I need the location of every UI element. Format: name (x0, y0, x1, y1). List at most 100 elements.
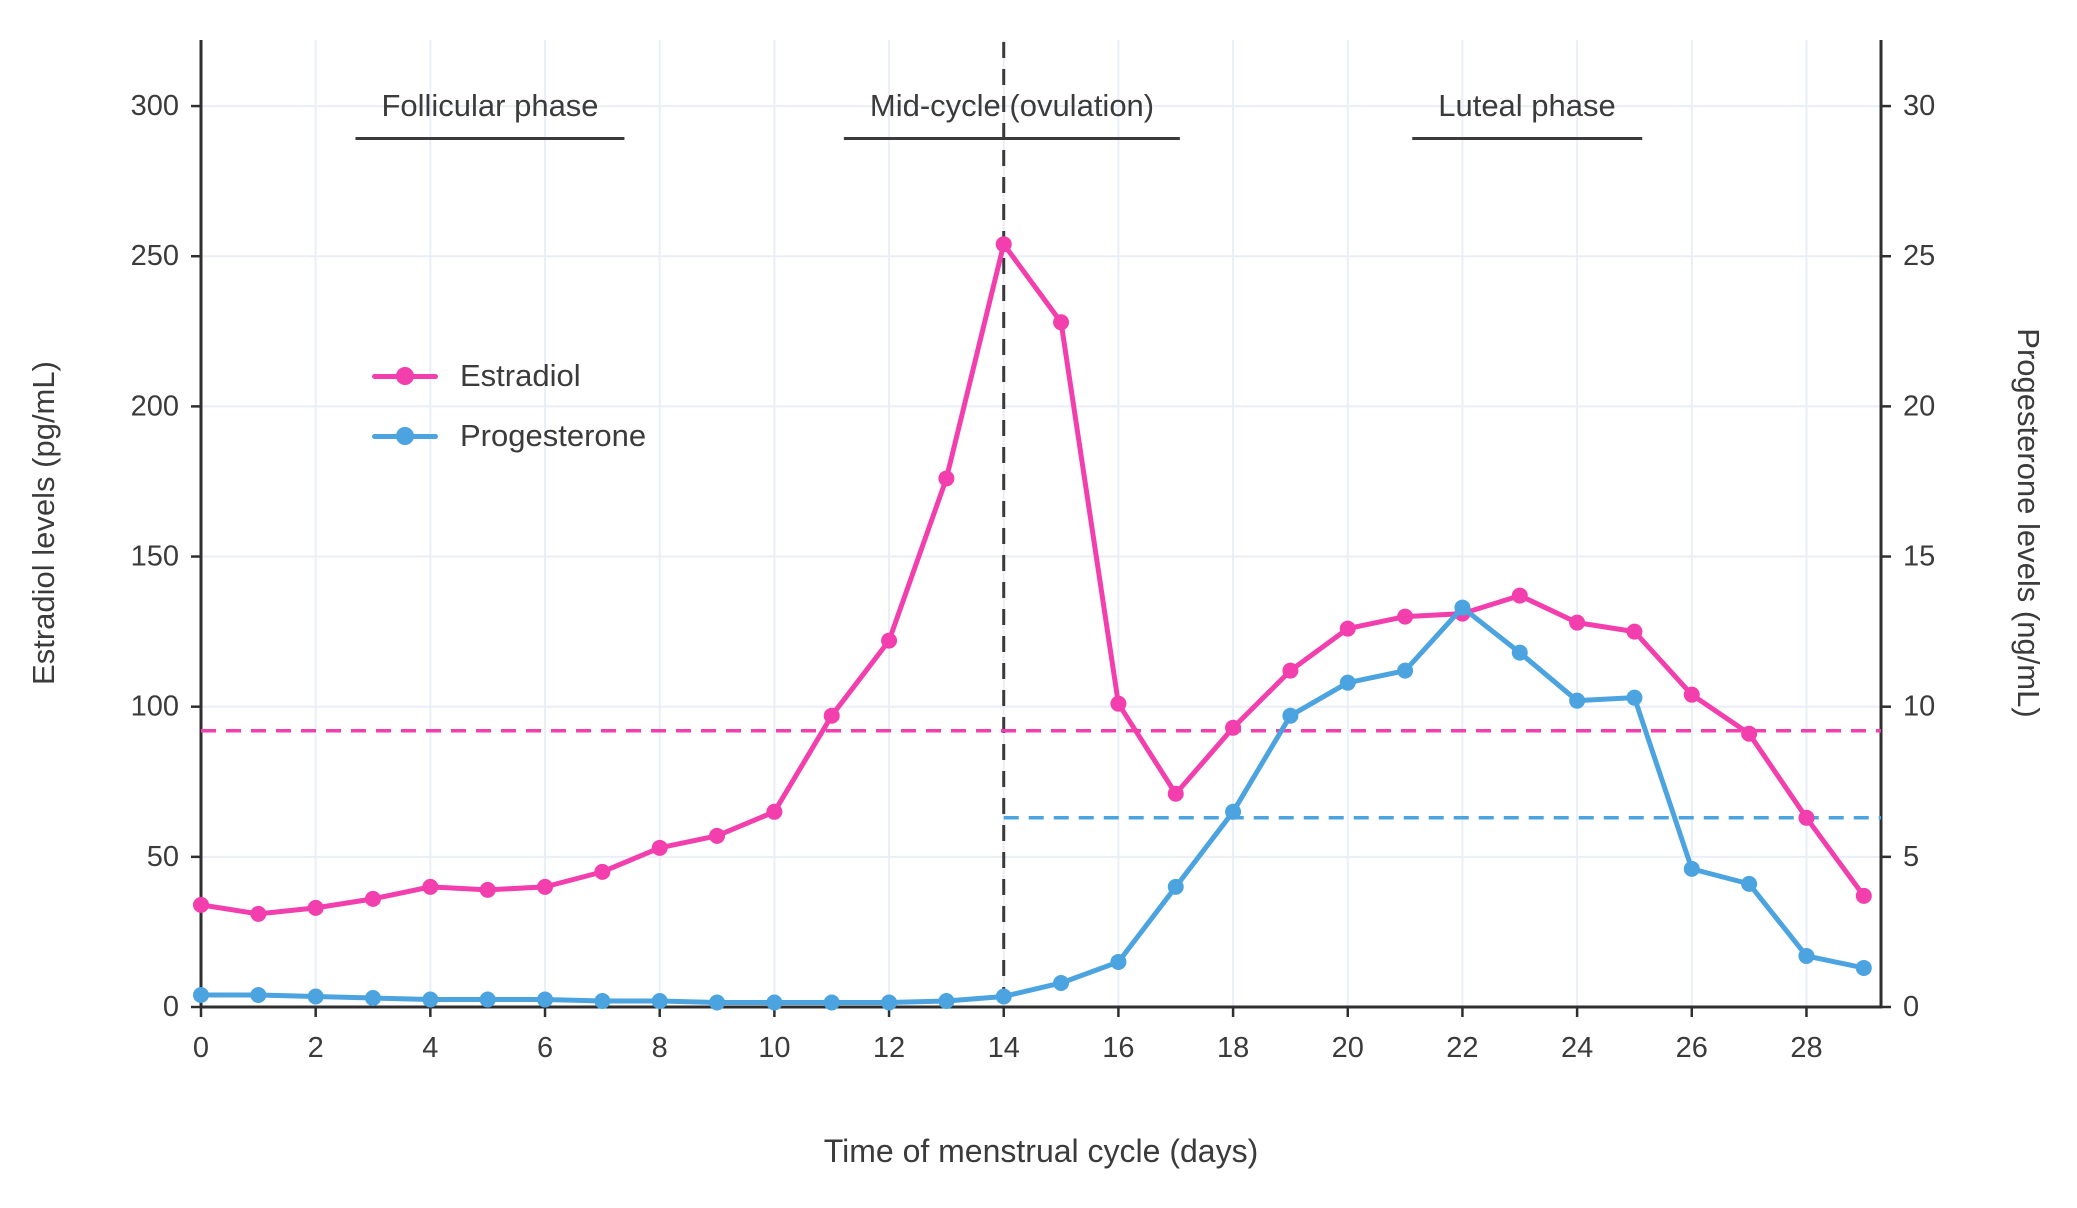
estradiol-marker (1225, 719, 1242, 736)
legend-item-estradiol: Estradiol (372, 346, 646, 406)
estradiol-line (198, 241, 1867, 917)
annotation-mid-cycle-ovulation: Mid-cycle (ovulation) (843, 88, 1181, 140)
progesterone-marker (1339, 674, 1356, 691)
y-right-tick-label: 30 (1903, 90, 1935, 122)
y-left-tick-label: 150 (131, 541, 179, 573)
x-tick-label: 12 (873, 1032, 905, 1064)
progesterone-marker (1683, 860, 1700, 877)
y-left-tick-label: 250 (131, 240, 179, 272)
estradiol-marker (938, 470, 955, 487)
progesterone-marker (823, 994, 840, 1011)
progesterone-marker (1626, 689, 1643, 706)
y-left-tick-label: 100 (131, 691, 179, 723)
x-tick-label: 6 (537, 1032, 553, 1064)
y-axis-left-title: Estradiol levels (pg/mL) (26, 361, 61, 685)
progesterone-marker (1569, 692, 1586, 709)
progesterone-marker (1225, 803, 1242, 820)
estradiol-marker (1282, 662, 1299, 679)
legend-label-estradiol: Estradiol (460, 358, 581, 393)
x-tick-label: 16 (1102, 1032, 1134, 1064)
progesterone-line (198, 605, 1867, 1005)
x-axis-title: Time of menstrual cycle (days) (823, 1133, 1259, 1169)
progesterone-marker (1282, 707, 1299, 724)
x-tick-label: 10 (758, 1032, 790, 1064)
y-right-tick-label: 15 (1903, 541, 1935, 573)
x-tick-label: 24 (1561, 1032, 1593, 1064)
progesterone-marker (1798, 947, 1815, 964)
estradiol-marker (1741, 725, 1758, 742)
legend-label-progesterone: Progesterone (460, 418, 647, 453)
estradiol-line-icon (372, 365, 438, 387)
x-tick-label: 22 (1446, 1032, 1478, 1064)
y-axis-right-title: Progesterone levels (ng/mL) (2011, 328, 2046, 718)
legend: Estradiol Progesterone (372, 346, 646, 466)
estradiol-marker (1397, 608, 1414, 625)
progesterone-marker (1741, 875, 1758, 892)
estradiol-marker (250, 905, 267, 922)
progesterone-marker (193, 986, 209, 1003)
estradiol-marker (1053, 314, 1070, 331)
progesterone-marker (766, 994, 783, 1011)
y-right-tick-label: 5 (1903, 841, 1919, 873)
y-left-tick-label: 200 (131, 390, 179, 422)
progesterone-marker (365, 989, 382, 1006)
annotation-luteal-phase: Luteal phase (1412, 88, 1642, 140)
progesterone-marker (307, 988, 324, 1005)
y-right-tick-label: 25 (1903, 240, 1935, 272)
x-tick-label: 0 (193, 1032, 209, 1064)
estradiol-marker (193, 896, 209, 913)
progesterone-marker (995, 988, 1012, 1005)
progesterone-marker (422, 991, 439, 1008)
progesterone-marker (250, 986, 267, 1003)
progesterone-marker (594, 992, 611, 1009)
x-tick-label: 18 (1217, 1032, 1249, 1064)
legend-item-progesterone: Progesterone (372, 406, 646, 466)
x-tick-label: 2 (308, 1032, 324, 1064)
progesterone-marker (651, 992, 668, 1009)
progesterone-marker (881, 994, 898, 1011)
progesterone-marker (1511, 644, 1528, 661)
estradiol-marker (1167, 785, 1184, 802)
estradiol-marker (422, 878, 439, 895)
x-tick-label: 8 (652, 1032, 668, 1064)
progesterone-marker (938, 992, 955, 1009)
progesterone-marker (1110, 953, 1127, 970)
estradiol-marker (307, 899, 324, 916)
estradiol-marker (594, 863, 611, 880)
progesterone-line-icon (372, 425, 438, 447)
progesterone-marker (1397, 662, 1414, 679)
progesterone-marker (1167, 878, 1184, 895)
annotation-follicular-phase: Follicular phase (355, 88, 625, 140)
estradiol-marker (1511, 587, 1528, 604)
estradiol-marker (537, 878, 554, 895)
estradiol-marker (1855, 887, 1872, 904)
y-left-tick-label: 0 (163, 991, 179, 1023)
y-right-tick-label: 20 (1903, 390, 1935, 422)
y-left-tick-label: 50 (147, 841, 179, 873)
estradiol-marker (1798, 809, 1815, 826)
estradiol-marker (651, 839, 668, 856)
progesterone-marker (709, 994, 726, 1011)
progesterone-marker (537, 991, 554, 1008)
x-tick-label: 14 (988, 1032, 1020, 1064)
progesterone-marker (1855, 959, 1872, 976)
estradiol-marker (1569, 614, 1586, 631)
y-right-tick-label: 10 (1903, 691, 1935, 723)
estradiol-marker (365, 890, 382, 907)
x-tick-label: 28 (1790, 1032, 1822, 1064)
estradiol-marker (1626, 623, 1643, 640)
estradiol-marker (766, 803, 783, 820)
x-tick-label: 26 (1676, 1032, 1708, 1064)
estradiol-marker (479, 881, 496, 898)
x-tick-label: 4 (422, 1032, 438, 1064)
estradiol-marker (1110, 695, 1127, 712)
progesterone-marker (479, 991, 496, 1008)
y-left-tick-label: 300 (131, 90, 179, 122)
x-tick-label: 20 (1332, 1032, 1364, 1064)
progesterone-marker (1053, 974, 1070, 991)
legend-dot (396, 367, 414, 385)
estradiol-marker (709, 827, 726, 844)
progesterone-marker (1454, 599, 1471, 616)
